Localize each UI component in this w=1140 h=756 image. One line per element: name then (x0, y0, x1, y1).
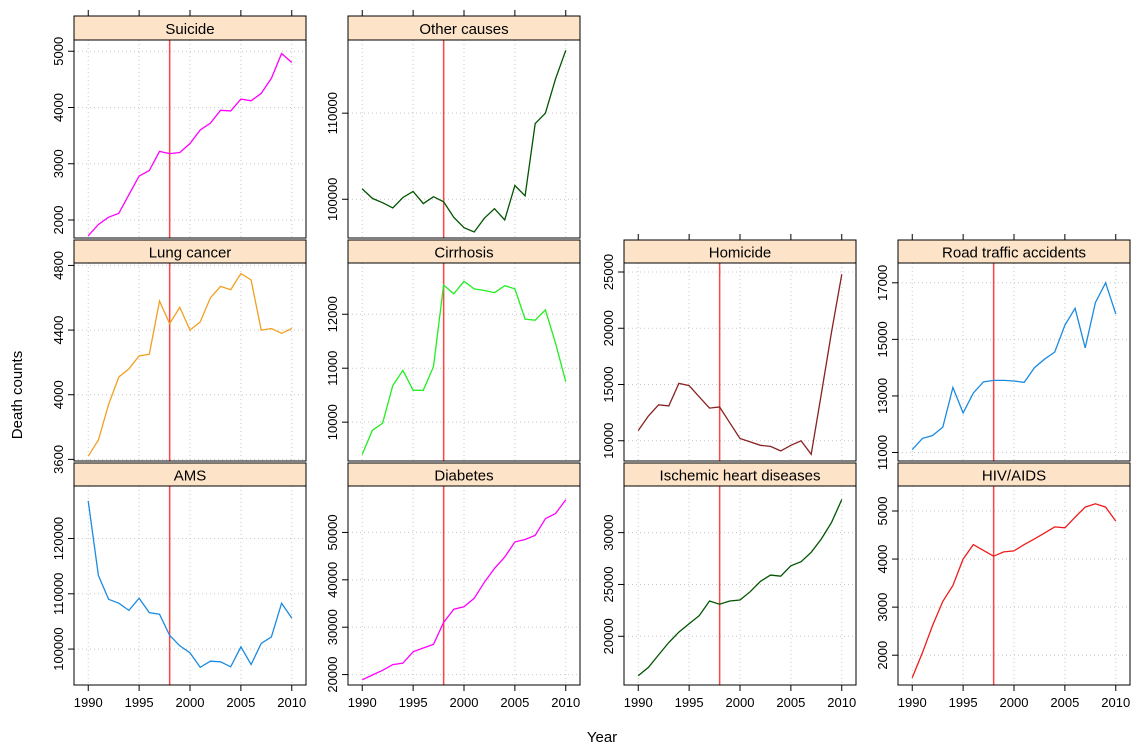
panel-title: Diabetes (434, 468, 493, 485)
x-tick-label: 1990 (348, 695, 377, 710)
panel-title: Cirrhosis (434, 245, 493, 262)
y-tick-label: 13000 (875, 378, 890, 414)
y-tick-label: 15000 (875, 321, 890, 357)
panel-frame (73, 262, 307, 462)
panel-frame (347, 39, 581, 239)
y-tick-label: 40000 (325, 562, 340, 598)
y-tick-label: 30000 (325, 609, 340, 645)
series-line (361, 499, 567, 681)
x-tick-label: 2005 (776, 695, 805, 710)
series-line (637, 274, 843, 456)
x-tick-label: 2000 (1000, 695, 1029, 710)
series-line (87, 500, 293, 669)
panel-frame (347, 485, 581, 686)
panel-lung-cancer: Lung cancer 3600 4000 4400 4800 (51, 239, 307, 474)
x-tick-label: 1995 (399, 695, 428, 710)
series-line (361, 280, 567, 455)
panel-title: Homicide (709, 245, 772, 262)
y-tick-label: 3000 (875, 593, 890, 622)
y-tick-label: 25000 (601, 254, 616, 290)
panel-frame (623, 262, 857, 462)
y-tick-label: 2000 (51, 206, 66, 235)
y-tick-label: 100000 (325, 178, 340, 221)
panel-strip (73, 15, 307, 41)
panel-hiv-aids: HIV/AIDS 2000 3000 4000 5000 1990 1995 2000 2005… (875, 462, 1131, 710)
y-tick-label: 11000 (875, 435, 890, 470)
y-tick-label: 110000 (51, 573, 66, 615)
x-tick-label: 1995 (125, 695, 154, 710)
y-tick-label: 20000 (601, 310, 616, 346)
y-axis-label: Death counts (9, 351, 26, 439)
panel-title: AMS (174, 468, 207, 485)
panel-title: Other causes (419, 21, 508, 38)
y-tick-label: 11000 (325, 351, 340, 386)
y-tick-label: 20000 (601, 618, 616, 654)
x-tick-label: 2005 (500, 695, 529, 710)
y-tick-label: 120000 (51, 517, 66, 560)
y-tick-label: 2000 (875, 641, 890, 670)
panel-suicide: Suicide 2000 3000 4000 5000 (51, 10, 307, 239)
y-tick-label: 20000 (325, 656, 340, 692)
y-tick-label: 5000 (51, 37, 66, 66)
y-tick-label: 25000 (601, 566, 616, 602)
series-line (361, 50, 567, 233)
series-line (911, 281, 1117, 451)
x-axis-label: Year (587, 729, 617, 746)
x-tick-label: 1995 (675, 695, 704, 710)
y-tick-label: 15000 (601, 366, 616, 402)
panel-diabetes: Diabetes 20000 30000 40000 50000 1990 1995 2000… (325, 462, 581, 710)
panel-ischemic-heart-diseases: Ischemic heart diseases 20000 25000 30000 19… (601, 462, 857, 710)
panel-title: HIV/AIDS (982, 468, 1046, 485)
y-tick-label: 4400 (51, 316, 66, 345)
y-tick-label: 4800 (51, 251, 66, 280)
x-tick-label: 2010 (827, 695, 856, 710)
panel-title: Ischemic heart diseases (660, 468, 821, 485)
x-tick-label: 2005 (1050, 695, 1079, 710)
panel-frame (347, 262, 581, 462)
panel-frame (897, 262, 1131, 462)
panel-cirrhosis: Cirrhosis 10000 11000 12000 (325, 239, 581, 462)
x-tick-label: 1990 (74, 695, 103, 710)
series-line (87, 272, 293, 457)
x-tick-label: 2005 (226, 695, 255, 710)
y-tick-label: 17000 (875, 265, 890, 301)
panel-strip (347, 15, 581, 41)
x-tick-label: 2010 (277, 695, 306, 710)
panel-frame (73, 485, 307, 686)
series-line (87, 52, 293, 237)
x-tick-label: 2000 (176, 695, 205, 710)
y-tick-label: 12000 (325, 296, 340, 332)
panel-road-traffic-accidents: Road traffic accidents 11000 13000 15000 170… (875, 234, 1131, 470)
y-tick-label: 4000 (51, 380, 66, 409)
y-tick-label: 110000 (325, 92, 340, 134)
y-tick-label: 10000 (601, 423, 616, 459)
x-tick-label: 2010 (1101, 695, 1130, 710)
panel-title: Suicide (165, 21, 214, 38)
x-tick-label: 2000 (726, 695, 755, 710)
y-tick-label: 3000 (51, 149, 66, 178)
panel-title: Lung cancer (149, 245, 232, 262)
y-tick-label: 3600 (51, 445, 66, 474)
series-line (911, 503, 1117, 679)
x-tick-label: 1995 (949, 695, 978, 710)
y-tick-label: 5000 (875, 497, 890, 526)
panel-ams: AMS 100000 110000 120000 1990 1995 2000 2005 201… (51, 462, 307, 710)
y-tick-label: 10000 (325, 404, 340, 440)
panel-homicide: Homicide 10000 15000 20000 25000 (601, 234, 857, 462)
x-tick-label: 1990 (898, 695, 927, 710)
x-tick-label: 2000 (450, 695, 479, 710)
panel-title: Road traffic accidents (942, 245, 1086, 262)
panel-other-causes: Other causes 100000 110000 (325, 10, 581, 239)
x-tick-label: 2010 (551, 695, 580, 710)
y-tick-label: 4000 (51, 93, 66, 122)
y-tick-label: 100000 (51, 627, 66, 670)
panel-frame (73, 39, 307, 239)
y-tick-label: 4000 (875, 545, 890, 574)
series-line (637, 499, 843, 677)
y-tick-label: 50000 (325, 514, 340, 550)
y-tick-label: 30000 (601, 515, 616, 551)
x-tick-label: 1990 (624, 695, 653, 710)
panels: Suicide 2000 3000 4000 5000 Other causes 10000… (51, 10, 1131, 710)
